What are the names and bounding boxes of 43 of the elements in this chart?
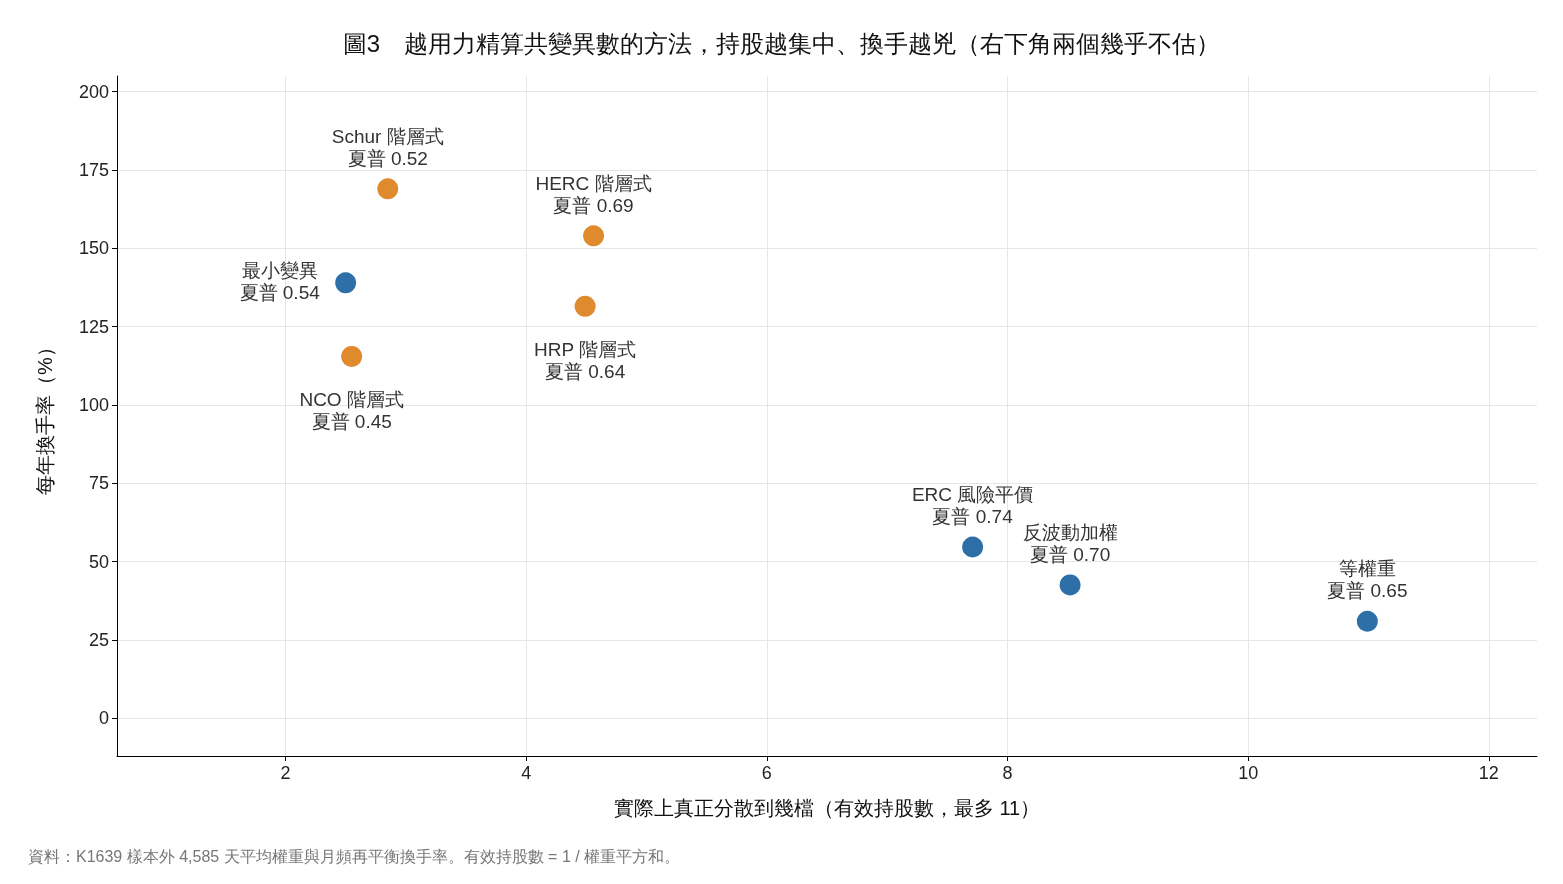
y-tick-label: 25 xyxy=(88,630,109,651)
annotation: 夏普 0.52 xyxy=(347,147,428,169)
point xyxy=(962,536,984,558)
annotation: 夏普 0.70 xyxy=(1029,543,1111,565)
annotation: HRP 階層式 xyxy=(534,339,637,361)
annotation: 夏普 0.54 xyxy=(239,281,321,303)
annotation: ERC 風險平價 xyxy=(911,483,1034,505)
point xyxy=(1059,574,1081,596)
y-axis-title: 每年換手率（%） xyxy=(34,337,56,495)
point xyxy=(1356,610,1378,632)
x-tick-label: 10 xyxy=(1238,763,1259,783)
y-tick-label: 100 xyxy=(78,395,109,416)
point xyxy=(341,345,363,367)
annotation: 夏普 0.74 xyxy=(932,505,1014,527)
annotation: 夏普 0.65 xyxy=(1327,580,1408,602)
annotation: 等權重 xyxy=(1338,558,1396,580)
y-tick-label: 125 xyxy=(78,316,109,337)
x-tick-label: 12 xyxy=(1478,763,1499,783)
text: 資料：K1639 樣本外 4,585 天平均權重與月頻再平衡換手率。有效持股數 = 1 / 權重平方和。 xyxy=(28,847,681,865)
y-tick-label: 175 xyxy=(78,160,109,181)
annotation: HERC 階層式 xyxy=(535,172,652,194)
x-axis-title: 實際上真正分散到幾檔（有效持股數，最多 11） xyxy=(613,797,1041,819)
annotation: Schur 階層式 xyxy=(331,125,444,147)
annotation: 夏普 0.64 xyxy=(544,361,626,383)
x-tick-label: 8 xyxy=(1002,763,1013,783)
annotation: 最小變異 xyxy=(241,259,318,281)
point xyxy=(574,295,596,317)
chart-title: 圖3 越用力精算共變異數的方法，持股越集中、換手越兇（右下角兩個幾乎不估） xyxy=(342,29,1221,57)
x-tick-label: 2 xyxy=(280,763,291,783)
y-tick-label: 200 xyxy=(78,81,109,102)
annotation: 夏普 0.69 xyxy=(553,194,634,216)
y-tick-label: 50 xyxy=(88,551,109,572)
y-tick-label: 0 xyxy=(98,708,109,729)
x-tick-label: 4 xyxy=(521,763,532,783)
y-tick-label: 150 xyxy=(78,238,109,259)
y-tick-label: 75 xyxy=(88,473,109,494)
point xyxy=(583,225,605,247)
x-tick-label: 6 xyxy=(761,763,772,783)
annotation: 反波動加權 xyxy=(1022,521,1118,543)
annotation: 夏普 0.45 xyxy=(311,411,392,433)
point xyxy=(377,178,399,200)
annotation: NCO 階層式 xyxy=(299,389,404,411)
point xyxy=(335,272,357,294)
